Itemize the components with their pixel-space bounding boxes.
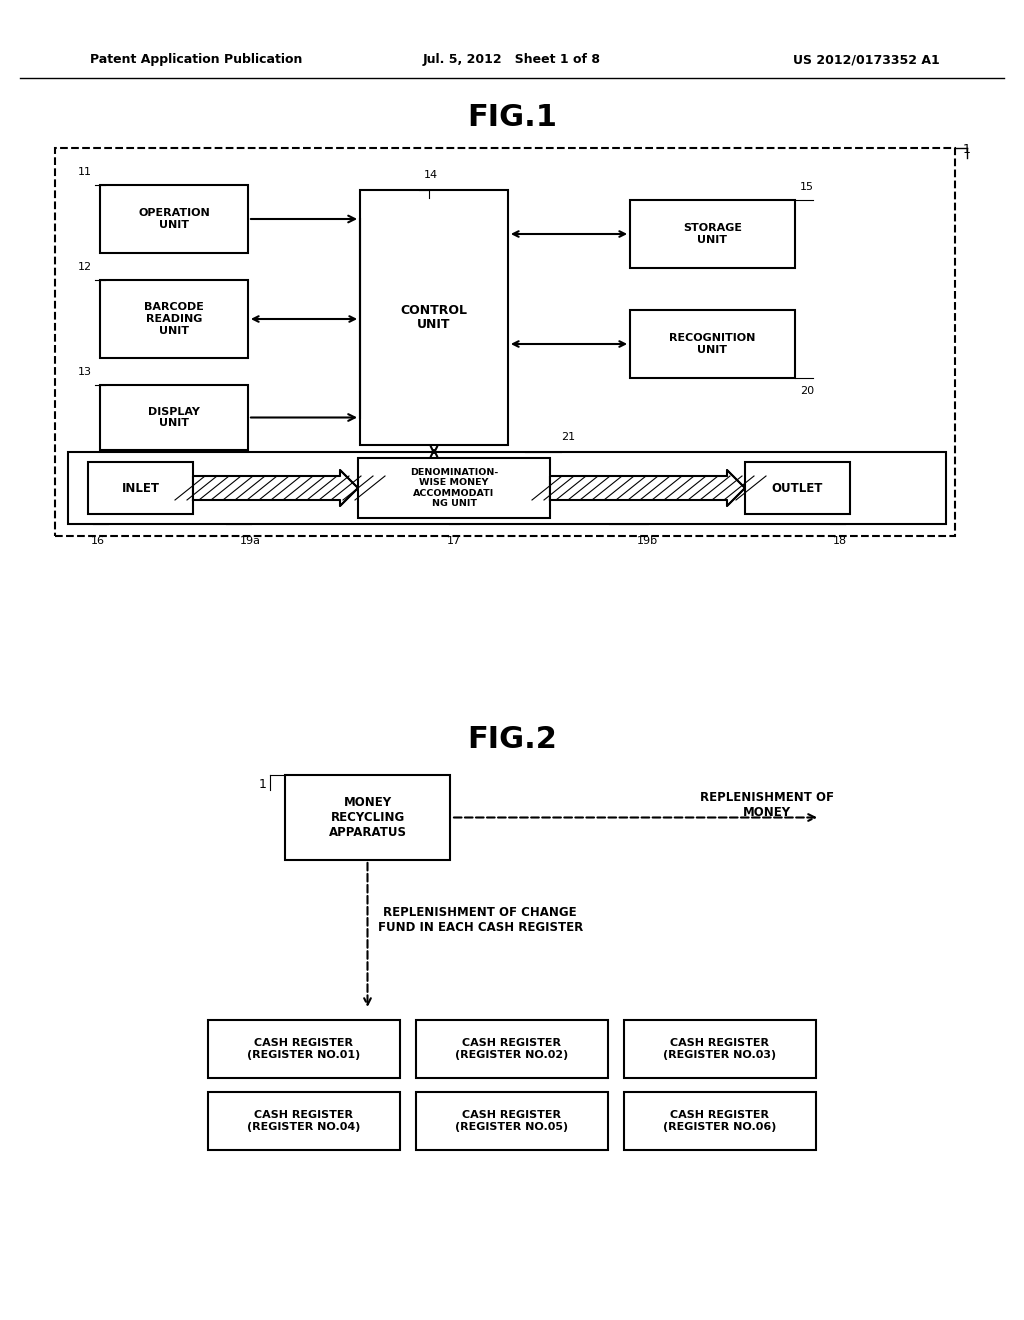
Text: 1: 1 bbox=[259, 779, 267, 792]
Text: CASH REGISTER
(REGISTER NO.02): CASH REGISTER (REGISTER NO.02) bbox=[456, 1039, 568, 1060]
Bar bbox=[360, 190, 508, 445]
Text: DISPLAY
UNIT: DISPLAY UNIT bbox=[148, 407, 200, 428]
Bar bbox=[745, 462, 850, 513]
Text: 15: 15 bbox=[800, 182, 814, 191]
Text: 13: 13 bbox=[78, 367, 92, 378]
Text: FIG.2: FIG.2 bbox=[467, 726, 557, 755]
Text: REPLENISHMENT OF
MONEY: REPLENISHMENT OF MONEY bbox=[700, 791, 834, 818]
Text: 18: 18 bbox=[833, 536, 847, 546]
Text: STORAGE
UNIT: STORAGE UNIT bbox=[683, 223, 742, 244]
Bar bbox=[416, 1092, 608, 1150]
Bar bbox=[630, 201, 795, 268]
Text: 19a: 19a bbox=[241, 536, 261, 546]
Text: 16: 16 bbox=[91, 536, 105, 546]
Text: CASH REGISTER
(REGISTER NO.01): CASH REGISTER (REGISTER NO.01) bbox=[248, 1039, 360, 1060]
Text: CASH REGISTER
(REGISTER NO.06): CASH REGISTER (REGISTER NO.06) bbox=[664, 1110, 776, 1131]
Text: 11: 11 bbox=[78, 168, 92, 177]
Text: MONEY
RECYCLING
APPARATUS: MONEY RECYCLING APPARATUS bbox=[329, 796, 407, 840]
Text: BARCODE
READING
UNIT: BARCODE READING UNIT bbox=[144, 302, 204, 335]
Bar bbox=[68, 451, 946, 524]
Bar bbox=[208, 1020, 400, 1078]
Bar bbox=[358, 458, 550, 517]
Bar bbox=[630, 310, 795, 378]
Text: INLET: INLET bbox=[122, 482, 160, 495]
Bar bbox=[285, 775, 450, 861]
Text: CASH REGISTER
(REGISTER NO.04): CASH REGISTER (REGISTER NO.04) bbox=[248, 1110, 360, 1131]
Text: 19b: 19b bbox=[637, 536, 658, 546]
Text: REPLENISHMENT OF CHANGE
FUND IN EACH CASH REGISTER: REPLENISHMENT OF CHANGE FUND IN EACH CAS… bbox=[378, 906, 583, 935]
Text: CONTROL
UNIT: CONTROL UNIT bbox=[400, 304, 468, 331]
Text: 14: 14 bbox=[424, 170, 438, 180]
Text: Jul. 5, 2012   Sheet 1 of 8: Jul. 5, 2012 Sheet 1 of 8 bbox=[423, 54, 601, 66]
Bar bbox=[100, 185, 248, 253]
Bar bbox=[624, 1092, 816, 1150]
Bar bbox=[624, 1020, 816, 1078]
Bar bbox=[55, 148, 955, 536]
Bar bbox=[208, 1092, 400, 1150]
Text: Patent Application Publication: Patent Application Publication bbox=[90, 54, 302, 66]
Polygon shape bbox=[193, 470, 358, 506]
Text: US 2012/0173352 A1: US 2012/0173352 A1 bbox=[794, 54, 940, 66]
Polygon shape bbox=[550, 470, 745, 506]
Text: RECOGNITION
UNIT: RECOGNITION UNIT bbox=[670, 333, 756, 355]
Text: CASH REGISTER
(REGISTER NO.03): CASH REGISTER (REGISTER NO.03) bbox=[664, 1039, 776, 1060]
Text: 1: 1 bbox=[963, 143, 971, 156]
Text: OPERATION
UNIT: OPERATION UNIT bbox=[138, 209, 210, 230]
Bar bbox=[88, 462, 193, 513]
Text: 12: 12 bbox=[78, 261, 92, 272]
Text: 20: 20 bbox=[800, 385, 814, 396]
Text: DENOMINATION-
WISE MONEY
ACCOMMODATI
NG UNIT: DENOMINATION- WISE MONEY ACCOMMODATI NG … bbox=[410, 467, 498, 508]
Text: OUTLET: OUTLET bbox=[772, 482, 823, 495]
Bar bbox=[100, 385, 248, 450]
Bar bbox=[416, 1020, 608, 1078]
Text: 17: 17 bbox=[446, 536, 461, 546]
Text: FIG.1: FIG.1 bbox=[467, 103, 557, 132]
Text: CASH REGISTER
(REGISTER NO.05): CASH REGISTER (REGISTER NO.05) bbox=[456, 1110, 568, 1131]
Text: 21: 21 bbox=[561, 432, 575, 442]
Bar bbox=[100, 280, 248, 358]
